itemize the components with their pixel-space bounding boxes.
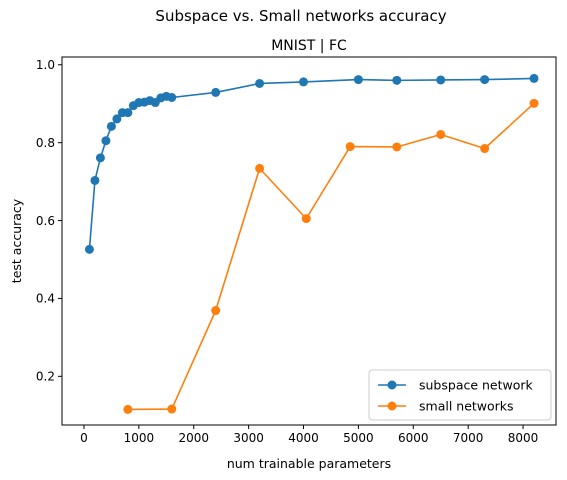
plot-area — [84, 73, 539, 414]
data-point-subspace — [112, 114, 122, 124]
data-point-subspace — [392, 75, 402, 85]
data-point-small — [255, 163, 265, 173]
data-point-small — [436, 129, 446, 139]
data-point-subspace — [529, 73, 539, 83]
data-point-subspace — [480, 75, 490, 85]
data-point-small — [345, 142, 355, 152]
x-tick-label: 2000 — [178, 431, 209, 445]
x-tick-label: 3000 — [233, 431, 264, 445]
x-axis-label: num trainable parameters — [227, 456, 391, 471]
data-point-small — [211, 306, 221, 316]
data-point-subspace — [299, 77, 309, 87]
chart-title: MNIST | FC — [271, 38, 347, 54]
data-point-small — [392, 142, 402, 152]
legend-label-small: small networks — [419, 399, 514, 414]
x-tick-label: 1000 — [124, 431, 155, 445]
x-tick-label: 4000 — [288, 431, 319, 445]
y-tick-label: 0.6 — [36, 214, 55, 228]
y-tick-label: 0.4 — [36, 292, 55, 306]
legend-marker-small — [387, 401, 397, 411]
y-tick-label: 0.8 — [36, 136, 55, 150]
x-axis-ticks: 0 1000 2000 3000 4000 5000 6000 7000 8000 — [80, 425, 538, 445]
data-point-subspace — [211, 87, 221, 97]
data-point-subspace — [106, 121, 116, 131]
series-line-small — [127, 102, 535, 411]
x-tick-label: 5000 — [343, 431, 374, 445]
data-point-subspace — [84, 244, 94, 254]
data-point-small — [301, 214, 311, 224]
data-point-subspace — [353, 75, 363, 85]
data-point-subspace — [101, 136, 111, 146]
data-point-subspace — [255, 78, 265, 88]
data-point-subspace — [436, 75, 446, 85]
y-axis-ticks: 0.2 0.4 0.6 0.8 1.0 — [36, 58, 62, 384]
data-point-subspace — [167, 92, 177, 102]
x-tick-label: 7000 — [453, 431, 484, 445]
x-tick-label: 6000 — [398, 431, 429, 445]
data-point-small — [529, 98, 539, 108]
x-tick-label: 0 — [80, 431, 88, 445]
plot-frame — [61, 56, 557, 426]
legend-label-subspace: subspace network — [419, 378, 534, 393]
data-point-small — [167, 404, 177, 414]
y-tick-label: 1.0 — [36, 58, 55, 72]
legend-box — [368, 369, 552, 421]
legend-marker-subspace — [387, 380, 397, 390]
data-point-small — [123, 404, 133, 414]
x-tick-label: 8000 — [508, 431, 539, 445]
legend: subspace network small networks — [368, 369, 552, 421]
data-point-subspace — [123, 108, 133, 118]
data-point-subspace — [90, 175, 100, 185]
data-point-subspace — [95, 153, 105, 163]
y-axis-label: test accuracy — [9, 198, 24, 283]
data-point-small — [480, 144, 490, 154]
y-tick-label: 0.2 — [36, 370, 55, 384]
chart-suptitle: Subspace vs. Small networks accuracy — [155, 7, 446, 25]
